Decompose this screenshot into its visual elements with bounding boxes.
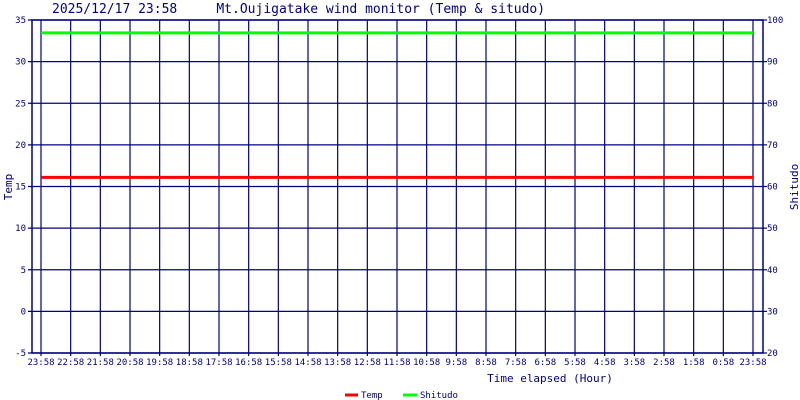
x-axis-label: Time elapsed (Hour)	[487, 372, 613, 385]
x-tick-label: 22:58	[57, 358, 84, 368]
y2-tick-label: 40	[767, 266, 778, 276]
y-tick-label: 20	[15, 141, 26, 151]
y2-tick-label: 90	[767, 58, 778, 68]
legend-label-shitudo: Shitudo	[420, 391, 458, 400]
y-tick-label: 15	[15, 183, 26, 193]
x-tick-label: 0:58	[712, 358, 734, 368]
y2-tick-label: 80	[767, 99, 778, 109]
x-tick-label: 5:58	[564, 358, 586, 368]
y-tick-label: 10	[15, 224, 26, 234]
x-tick-label: 16:58	[235, 358, 262, 368]
x-tick-label: 17:58	[205, 358, 232, 368]
x-tick-label: 7:58	[505, 358, 527, 368]
x-tick-label: 12:58	[354, 358, 381, 368]
x-tick-label: 13:58	[324, 358, 351, 368]
x-tick-label: 20:58	[116, 358, 143, 368]
y-tick-label: -5	[15, 349, 26, 359]
y2-tick-label: 70	[767, 141, 778, 151]
y-tick-label: 30	[15, 58, 26, 68]
y2-axis-label: Shitudo	[788, 164, 800, 210]
y-tick-label: 0	[21, 307, 26, 317]
x-tick-label: 4:58	[594, 358, 616, 368]
x-tick-label: 10:58	[413, 358, 440, 368]
x-tick-label: 2:58	[653, 358, 675, 368]
chart-title: 2025/12/17 23:58 Mt.Oujigatake wind moni…	[52, 2, 545, 17]
y2-tick-label: 100	[767, 16, 783, 26]
x-tick-label: 19:58	[146, 358, 173, 368]
x-tick-label: 21:58	[87, 358, 114, 368]
y2-tick-label: 60	[767, 183, 778, 193]
x-tick-label: 11:58	[383, 358, 410, 368]
y-tick-label: 25	[15, 99, 26, 109]
y2-tick-label: 20	[767, 349, 778, 359]
x-tick-label: 3:58	[623, 358, 645, 368]
x-tick-label: 23:58	[27, 358, 54, 368]
y-axis-label: Temp	[2, 174, 15, 201]
x-tick-label: 15:58	[265, 358, 292, 368]
x-tick-label: 23:58	[739, 358, 766, 368]
legend: Temp Shitudo	[345, 391, 458, 400]
x-tick-label: 6:58	[534, 358, 556, 368]
y-tick-label: 5	[21, 266, 26, 276]
x-tick-label: 8:58	[475, 358, 497, 368]
x-tick-label: 18:58	[176, 358, 203, 368]
x-tick-label: 1:58	[683, 358, 705, 368]
legend-label-temp: Temp	[361, 391, 383, 400]
y-tick-label: 35	[15, 16, 26, 26]
y2-tick-label: 30	[767, 307, 778, 317]
x-tick-label: 14:58	[294, 358, 321, 368]
x-tick-label: 9:58	[445, 358, 467, 368]
y2-tick-label: 50	[767, 224, 778, 234]
